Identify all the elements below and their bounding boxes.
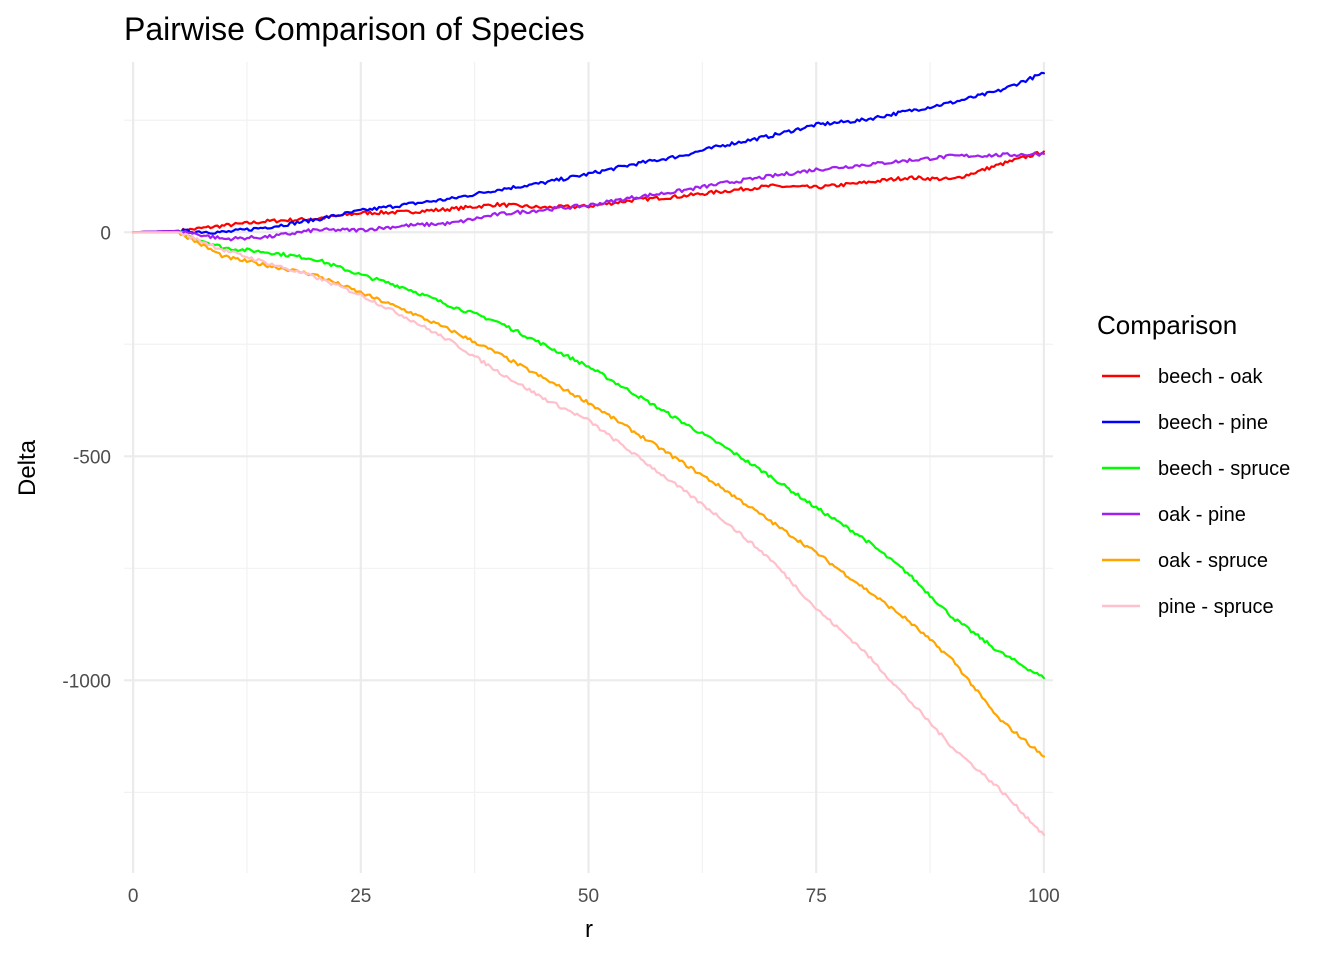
y-tick-label: -500 <box>73 447 111 468</box>
legend-label-beech-pine: beech - pine <box>1158 412 1268 434</box>
series-lines <box>132 71 1045 836</box>
series-line-pine-spruce <box>132 231 1045 836</box>
x-axis-title: r <box>585 916 593 943</box>
legend-title: Comparison <box>1097 310 1237 340</box>
series-line-beech-pine <box>132 71 1045 235</box>
x-tick-label: 0 <box>128 886 139 907</box>
series-line-oak-pine <box>132 151 1045 242</box>
legend: Comparison beech - oak beech - pine beech … <box>1097 310 1290 618</box>
x-tick-label: 25 <box>350 886 371 907</box>
y-axis-title: Delta <box>14 439 41 496</box>
grid <box>124 62 1053 873</box>
series-line-oak-spruce <box>132 231 1045 758</box>
x-tick-label: 50 <box>578 886 599 907</box>
legend-label-oak-spruce: oak - spruce <box>1158 550 1268 572</box>
legend-label-beech-oak: beech - oak <box>1158 366 1264 388</box>
x-tick-label: 100 <box>1028 886 1060 907</box>
x-tick-label: 75 <box>806 886 827 907</box>
y-tick-label: -1000 <box>62 671 111 692</box>
series-line-beech-spruce <box>132 230 1045 680</box>
legend-label-beech-spruce: beech - spruce <box>1158 458 1290 480</box>
y-tick-label: 0 <box>100 223 111 244</box>
legend-label-pine-spruce: pine - spruce <box>1158 596 1274 618</box>
chart-title: Pairwise Comparison of Species <box>124 11 585 47</box>
legend-label-oak-pine: oak - pine <box>1158 504 1246 526</box>
tick-labels: 0 25 50 75 100 0 -500 -1000 <box>62 223 1059 907</box>
